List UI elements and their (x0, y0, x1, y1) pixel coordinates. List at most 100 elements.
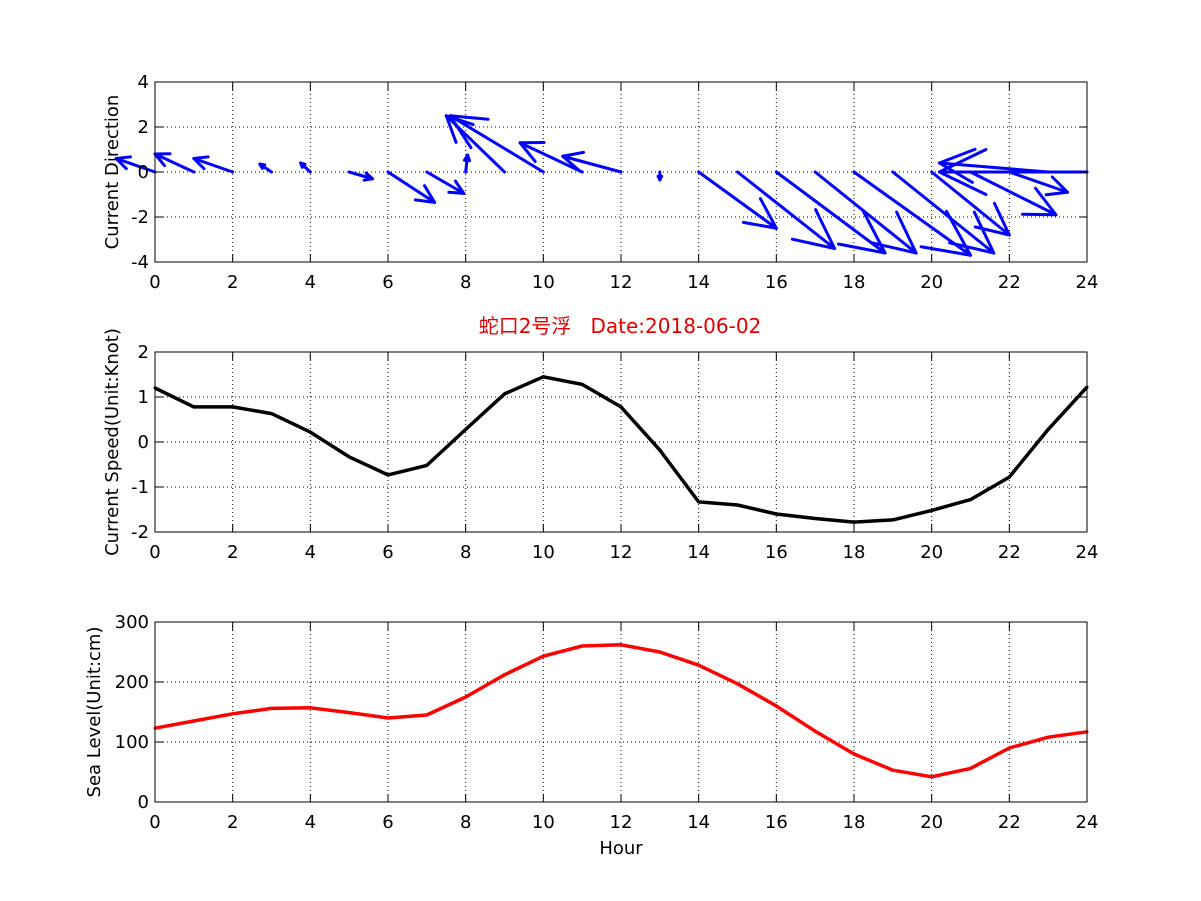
arrow-shaft (425, 170, 466, 195)
current-arrow (425, 170, 466, 195)
data-point (969, 766, 972, 770)
data-point (541, 375, 545, 379)
data-point (930, 775, 934, 779)
arrow-shaft (386, 170, 437, 204)
arrow-head (790, 208, 837, 250)
arrow-shaft (153, 152, 196, 174)
x-tick-label: 0 (149, 542, 160, 563)
current-arrow (891, 170, 996, 255)
y-axis-label: Sea Level(Unit:cm) (84, 627, 105, 798)
arrow-head (362, 171, 374, 182)
current-arrow (937, 148, 1089, 196)
y-tick-label: 2 (138, 342, 149, 363)
data-point (192, 719, 196, 723)
x-tick-label: 20 (920, 272, 943, 293)
data-point (1007, 746, 1011, 750)
x-tick-label: 24 (1076, 542, 1099, 563)
data-point (464, 695, 468, 699)
x-tick-label: 20 (920, 542, 943, 563)
data-point (1007, 475, 1011, 479)
figure-title: 蛇口2号浮 Date:2018-06-02 (479, 314, 762, 338)
arrow-head (1044, 175, 1070, 197)
data-point (503, 392, 506, 396)
arrow-shaft (891, 170, 996, 255)
data-point (425, 713, 429, 717)
data-point (736, 503, 739, 507)
x-tick-label: 14 (687, 272, 710, 293)
arrow-head (948, 210, 996, 255)
arrow-shaft (697, 170, 778, 230)
data-point (231, 712, 235, 716)
arrow-shaft (774, 170, 887, 255)
data-point (891, 768, 895, 772)
y-tick-label: 1 (138, 387, 149, 408)
x-tick-label: 12 (610, 542, 633, 563)
y-tick-label: 0 (138, 162, 149, 183)
current-arrow (1007, 170, 1070, 197)
arrow-shaft (192, 157, 235, 174)
data-point (619, 643, 623, 647)
arrow-shaft (852, 170, 972, 257)
y-tick-label: -1 (131, 477, 149, 498)
current-arrow (462, 153, 472, 174)
data-point (813, 729, 817, 733)
data-point (270, 412, 273, 416)
x-tick-label: 16 (765, 542, 788, 563)
data-point (308, 706, 312, 710)
x-tick-label: 4 (305, 812, 316, 833)
y-tick-label: 0 (138, 432, 149, 453)
current-arrow (561, 150, 623, 174)
data-point (969, 498, 972, 502)
y-tick-label: 0 (138, 792, 149, 813)
data-point (774, 704, 778, 708)
x-tick-label: 18 (843, 812, 866, 833)
x-tick-label: 8 (460, 812, 471, 833)
data-point (192, 405, 196, 409)
data-point (1046, 735, 1050, 739)
x-tick-label: 4 (305, 542, 316, 563)
y-tick-label: 300 (115, 612, 149, 633)
data-point (891, 518, 895, 522)
x-tick-label: 22 (998, 812, 1021, 833)
data-point (541, 654, 545, 658)
data-point (347, 455, 351, 459)
x-tick-label: 8 (460, 542, 471, 563)
data-point (347, 711, 351, 715)
arrow-head (741, 197, 778, 230)
x-tick-label: 0 (149, 272, 160, 293)
y-axis-label: Current Direction (102, 95, 123, 250)
arrow-head (518, 141, 546, 163)
y-tick-label: 200 (115, 672, 149, 693)
arrow-head (447, 179, 466, 195)
data-point (852, 520, 856, 524)
data-point (1046, 427, 1050, 431)
x-tick-label: 10 (532, 542, 555, 563)
x-tick-label: 2 (227, 542, 238, 563)
arrow-head (299, 161, 307, 169)
data-point (503, 673, 506, 677)
current-arrow (258, 162, 273, 174)
current-arrow (774, 170, 887, 255)
data-point (231, 405, 235, 409)
arrow-head (448, 114, 490, 150)
arrow-shaft (969, 170, 1058, 217)
arrow-head (973, 201, 1011, 237)
data-point (270, 706, 273, 710)
arrow-head (1021, 186, 1058, 217)
arrow-shaft (518, 141, 584, 174)
arrow-head (561, 150, 586, 172)
x-tick-label: 20 (920, 812, 943, 833)
data-point (736, 682, 739, 686)
current-arrow (656, 170, 664, 182)
x-tick-label: 12 (610, 812, 633, 833)
arrow-head (444, 114, 475, 144)
x-axis-label: Hour (599, 838, 643, 859)
current-arrow (299, 161, 312, 174)
arrow-shaft (1007, 170, 1070, 194)
current-arrow (518, 141, 584, 174)
arrow-head (192, 155, 210, 171)
y-tick-label: -2 (131, 207, 149, 228)
current-arrow (347, 170, 374, 182)
